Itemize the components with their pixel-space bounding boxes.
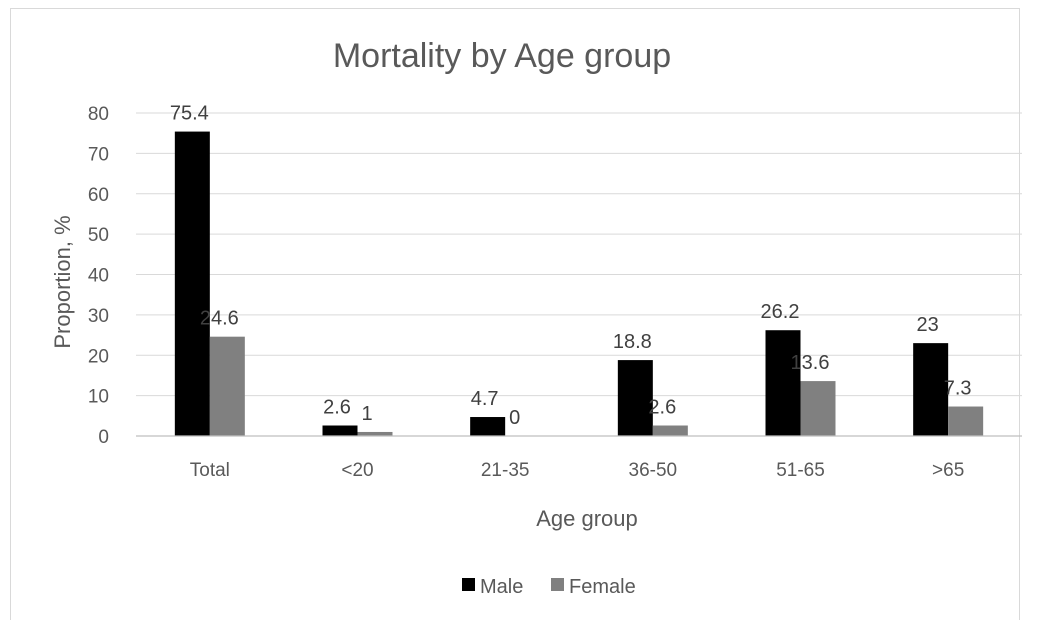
bar-female	[209, 336, 245, 436]
legend: Male Female	[462, 576, 636, 598]
bars	[174, 131, 984, 436]
data-label: 75.4	[170, 103, 209, 125]
data-label: 7.3	[944, 378, 972, 400]
x-tick-label: <20	[341, 460, 373, 481]
data-label: 18.8	[613, 331, 652, 353]
data-label: 2.6	[323, 397, 351, 419]
y-tick-label: 70	[88, 144, 109, 165]
y-tick-label: 60	[88, 185, 109, 206]
data-label: 0	[509, 407, 520, 429]
chart-title: Mortality by Age group	[333, 37, 671, 75]
bar-female	[800, 381, 836, 436]
bar-male	[174, 131, 210, 436]
data-label: 24.6	[200, 308, 239, 330]
x-tick-label: Total	[190, 460, 230, 481]
bar-female	[948, 406, 984, 436]
y-axis-title: Proportion, %	[50, 215, 75, 348]
x-tick-label: 36-50	[629, 460, 678, 481]
legend-label-male: Male	[480, 576, 523, 598]
y-tick-label: 80	[88, 104, 109, 125]
y-tick-label: 0	[98, 427, 109, 448]
y-tick-label: 30	[88, 306, 109, 327]
data-labels: 75.4 2.6 4.7 18.8 26.2 23 24.6 1 0 2.6 13.6 7.3	[170, 103, 972, 429]
data-label: 13.6	[791, 352, 830, 374]
legend-swatch-female	[551, 578, 564, 591]
x-axis-ticks: Total <20 21-35 36-50 51-65 >65	[190, 460, 965, 481]
y-tick-label: 20	[88, 346, 109, 367]
bar-male	[322, 425, 358, 436]
x-tick-label: 21-35	[481, 460, 530, 481]
chart-frame	[10, 8, 1020, 620]
data-label: 4.7	[471, 388, 499, 410]
bar-male	[470, 417, 506, 436]
y-tick-label: 40	[88, 266, 109, 287]
x-tick-label: 51-65	[776, 460, 825, 481]
y-tick-label: 10	[88, 387, 109, 408]
data-label: 26.2	[761, 301, 800, 323]
bar-male	[617, 360, 653, 436]
bar-female	[652, 425, 688, 436]
data-label: 1	[361, 403, 372, 425]
y-axis-ticks: 0 10 20 30 40 50 60 70 80	[88, 104, 109, 448]
legend-swatch-male	[462, 578, 475, 591]
bar-male	[765, 330, 801, 436]
y-tick-label: 50	[88, 225, 109, 246]
data-label: 23	[917, 314, 939, 336]
x-tick-label: >65	[932, 460, 964, 481]
legend-label-female: Female	[569, 576, 636, 598]
bar-male	[913, 343, 949, 436]
bar-female	[357, 431, 393, 436]
gridlines	[136, 112, 1022, 397]
data-label: 2.6	[648, 397, 676, 419]
x-axis-title: Age group	[536, 506, 638, 531]
